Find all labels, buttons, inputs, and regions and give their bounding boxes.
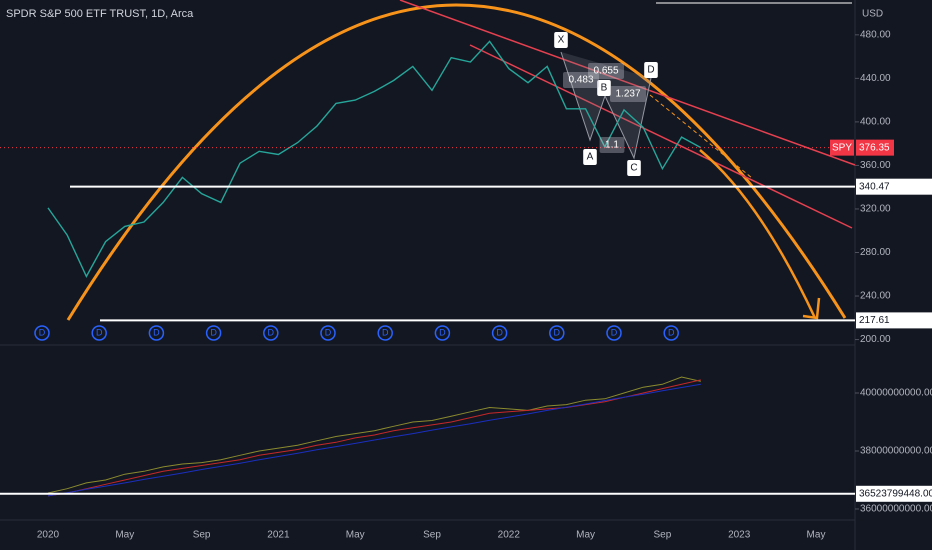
annotation: 1.1	[605, 140, 619, 151]
dividend-marker	[606, 325, 622, 341]
annotation-box	[644, 62, 658, 78]
y-tick-label: 360.00	[860, 160, 891, 171]
annotation: 1.237	[615, 89, 640, 100]
price-label: 376.35	[859, 142, 890, 153]
x-tick-label: Sep	[193, 530, 211, 541]
annotation-box	[588, 63, 624, 79]
level-label: 36523799448.00	[859, 488, 932, 499]
dividend-label: D	[153, 327, 160, 337]
y-tick-label: 36000000000.00	[860, 504, 932, 515]
arrow-drawing	[699, 149, 817, 319]
trend-line	[469, 44, 853, 229]
dividend-marker	[320, 325, 336, 341]
annotation: 0.483	[568, 75, 593, 86]
dividend-label: D	[496, 327, 503, 337]
x-tick-label: May	[807, 530, 826, 541]
annotation: 0.655	[593, 66, 618, 77]
y-tick-label: 280.00	[860, 247, 891, 258]
annotation-box	[563, 72, 599, 88]
chart-title: SPDR S&P 500 ETF TRUST, 1D, Arca	[6, 8, 194, 20]
currency-label: USD	[862, 9, 883, 20]
annotation-box	[583, 149, 597, 165]
annotation: C	[630, 163, 637, 174]
series-line	[47, 383, 701, 497]
level-label: 340.47	[859, 181, 890, 192]
symbol-tag	[830, 139, 854, 156]
level-tag	[856, 178, 932, 195]
dividend-label: D	[96, 327, 103, 337]
x-tick-label: May	[576, 530, 595, 541]
drawings	[66, 0, 856, 321]
series-line	[47, 379, 701, 497]
annotation-box	[599, 137, 625, 153]
symbol-label: SPY	[832, 142, 852, 153]
dividend-marker	[434, 325, 451, 341]
y-tick-label: 40000000000.00	[860, 388, 932, 399]
dividend-label: D	[325, 327, 332, 337]
annotation: A	[587, 152, 594, 163]
annotation-box	[610, 86, 646, 102]
dividend-marker	[549, 325, 565, 341]
x-tick-label: Sep	[654, 530, 672, 541]
dividend-marker	[663, 325, 679, 341]
x-tick-label: 2020	[37, 530, 60, 541]
y-tick-label: 480.00	[860, 29, 891, 40]
dividend-label: D	[668, 327, 675, 337]
series-line	[47, 40, 702, 278]
y-tick-label: 240.00	[860, 291, 891, 302]
annotation-box	[554, 32, 568, 48]
y-tick-label: 320.00	[860, 204, 891, 215]
dividend-marker	[34, 325, 50, 341]
annotation: X	[558, 35, 565, 46]
level-tag	[856, 485, 932, 502]
y-tick-label: 440.00	[860, 73, 891, 84]
series-line	[47, 376, 701, 494]
dividend-marker	[205, 325, 222, 341]
annotation-box	[597, 80, 611, 96]
x-tick-label: 2023	[728, 530, 751, 541]
dividend-marker	[491, 325, 508, 341]
dividend-label: D	[611, 327, 618, 337]
annotation-box	[627, 160, 641, 176]
dividend-marker	[148, 325, 165, 341]
arrow-head	[802, 297, 821, 320]
y-tick-label: 200.00	[860, 334, 891, 345]
dividend-label: D	[268, 327, 275, 337]
dividend-label: D	[554, 327, 561, 337]
x-tick-label: 2022	[498, 530, 521, 541]
level-tag	[856, 312, 932, 329]
dividend-label: D	[382, 327, 389, 337]
dividend-label: D	[39, 327, 46, 337]
dividend-marker	[377, 325, 393, 341]
x-tick-label: May	[346, 530, 365, 541]
dashed-line	[649, 94, 753, 179]
y-tick-label: 400.00	[860, 117, 891, 128]
annotation: D	[647, 65, 654, 76]
annotation: B	[601, 83, 608, 94]
dividend-marker	[91, 325, 107, 341]
dividend-label: D	[439, 327, 446, 337]
trend-line	[399, 0, 856, 166]
dividend-marker	[263, 325, 279, 341]
x-tick-label: Sep	[423, 530, 441, 541]
dividend-label: D	[210, 327, 217, 337]
arc-drawing	[66, 3, 847, 321]
price-tag	[856, 139, 894, 156]
level-label: 217.61	[859, 315, 890, 326]
y-tick-label: 38000000000.00	[860, 446, 932, 457]
x-tick-label: 2021	[267, 530, 290, 541]
x-tick-label: May	[115, 530, 134, 541]
